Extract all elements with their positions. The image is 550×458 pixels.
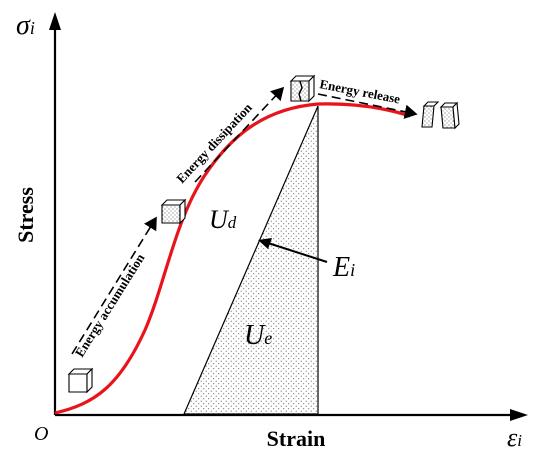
failed-specimen-icon: [421, 101, 460, 130]
x-axis: [55, 409, 528, 421]
origin-label: O: [34, 423, 48, 445]
release-arrow: [317, 93, 418, 119]
x-axis-title: Strain: [267, 426, 326, 451]
intact-specimen-icon: [67, 367, 94, 394]
dissipation-label: Energy dissipation: [173, 99, 255, 186]
y-axis: [49, 12, 61, 415]
dissipated-energy-label: Ud: [209, 205, 237, 234]
elastic-energy-label: Ue: [244, 320, 272, 351]
stress-strain-curve: [54, 102, 411, 415]
modulus-label: Ei: [332, 252, 355, 283]
modulus-arrow: [258, 238, 328, 263]
dissipation-arrow: [194, 86, 285, 183]
x-axis-symbol: εi: [507, 423, 522, 452]
cracked-specimen-icon: [289, 74, 316, 103]
y-axis-symbol: σi: [16, 10, 35, 41]
accumulation-label: Energy accumulation: [72, 250, 148, 359]
y-axis-title: Stress: [13, 187, 38, 243]
accumulation-arrow: [71, 216, 157, 355]
microcrack-specimen-icon: [160, 198, 187, 225]
